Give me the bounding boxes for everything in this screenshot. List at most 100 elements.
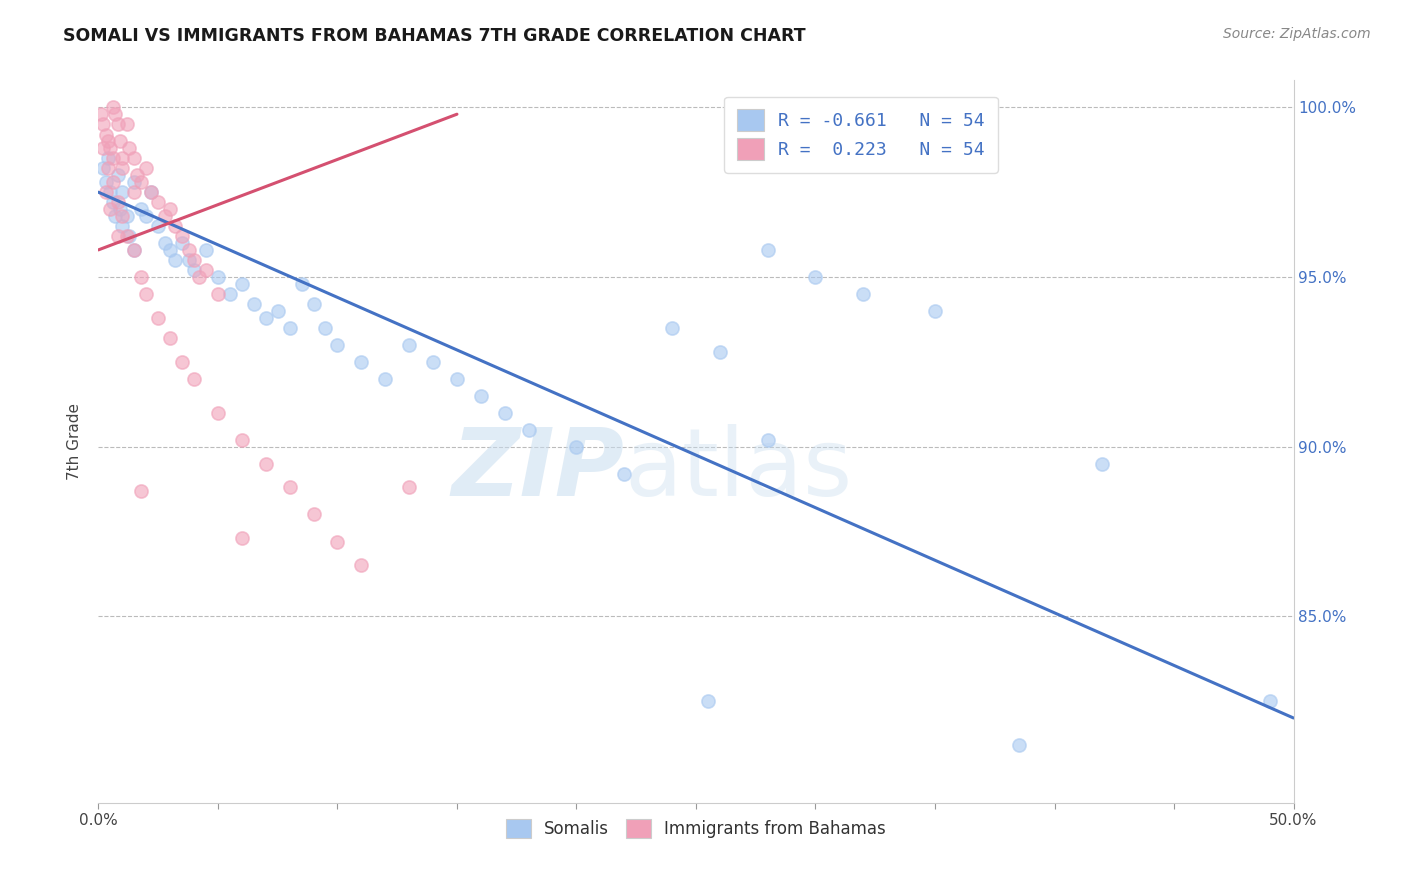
Point [1091, 457, 1114, 471]
Point [108, 202, 131, 217]
Point [104, 107, 127, 121]
Point [107, 195, 129, 210]
Point [207, 406, 229, 420]
Point [124, 185, 146, 199]
Point [101, 175, 124, 189]
Point [398, 480, 420, 494]
Point [517, 423, 540, 437]
Point [115, 209, 138, 223]
Y-axis label: 7th Grade: 7th Grade [67, 403, 83, 480]
Point [613, 467, 636, 481]
Point [131, 202, 153, 217]
Point [115, 117, 138, 131]
Point [291, 277, 314, 291]
Point [254, 457, 277, 471]
Point [94, 185, 117, 199]
Point [924, 304, 946, 318]
Point [697, 694, 720, 708]
Point [101, 151, 124, 165]
Point [159, 243, 181, 257]
Point [172, 236, 194, 251]
Point [124, 243, 146, 257]
Point [172, 355, 194, 369]
Point [155, 209, 177, 223]
Point [98, 185, 122, 199]
Text: ZIP: ZIP [451, 425, 624, 516]
Point [155, 236, 177, 251]
Point [139, 185, 162, 199]
Point [111, 209, 134, 223]
Point [254, 310, 277, 325]
Point [398, 338, 420, 352]
Point [183, 372, 205, 386]
Point [111, 161, 134, 176]
Point [104, 209, 127, 223]
Point [207, 287, 229, 301]
Legend: Somalis, Immigrants from Bahamas: Somalis, Immigrants from Bahamas [499, 813, 893, 845]
Point [98, 141, 122, 155]
Point [90, 107, 112, 121]
Point [159, 331, 181, 345]
Point [756, 243, 779, 257]
Text: Source: ZipAtlas.com: Source: ZipAtlas.com [1223, 27, 1371, 41]
Point [135, 161, 157, 176]
Point [278, 480, 301, 494]
Point [115, 229, 138, 244]
Point [118, 141, 141, 155]
Point [148, 219, 170, 234]
Point [125, 168, 148, 182]
Point [470, 389, 492, 403]
Point [565, 440, 588, 454]
Point [94, 175, 117, 189]
Point [302, 508, 325, 522]
Point [179, 253, 201, 268]
Point [111, 185, 134, 199]
Point [852, 287, 875, 301]
Point [207, 270, 229, 285]
Point [709, 344, 731, 359]
Point [1258, 694, 1281, 708]
Point [124, 151, 146, 165]
Point [108, 134, 131, 148]
Point [195, 243, 218, 257]
Point [267, 304, 290, 318]
Point [326, 534, 349, 549]
Point [111, 151, 134, 165]
Point [231, 433, 253, 447]
Point [1008, 738, 1031, 752]
Point [97, 151, 120, 165]
Point [231, 531, 253, 545]
Point [94, 128, 117, 142]
Point [124, 175, 146, 189]
Point [97, 134, 120, 148]
Point [131, 175, 153, 189]
Point [243, 297, 266, 311]
Point [163, 253, 186, 268]
Point [131, 270, 153, 285]
Point [107, 117, 129, 131]
Text: atlas: atlas [624, 425, 852, 516]
Point [98, 202, 122, 217]
Point [97, 161, 120, 176]
Point [163, 219, 186, 234]
Text: SOMALI VS IMMIGRANTS FROM BAHAMAS 7TH GRADE CORRELATION CHART: SOMALI VS IMMIGRANTS FROM BAHAMAS 7TH GR… [63, 27, 806, 45]
Point [183, 253, 205, 268]
Point [350, 355, 373, 369]
Point [148, 195, 170, 210]
Point [139, 185, 162, 199]
Point [278, 321, 301, 335]
Point [148, 310, 170, 325]
Point [231, 277, 253, 291]
Point [101, 195, 124, 210]
Point [350, 558, 373, 573]
Point [159, 202, 181, 217]
Point [179, 243, 201, 257]
Point [219, 287, 242, 301]
Point [135, 209, 157, 223]
Point [183, 263, 205, 277]
Point [91, 161, 114, 176]
Point [107, 168, 129, 182]
Point [302, 297, 325, 311]
Point [195, 263, 218, 277]
Point [101, 100, 124, 114]
